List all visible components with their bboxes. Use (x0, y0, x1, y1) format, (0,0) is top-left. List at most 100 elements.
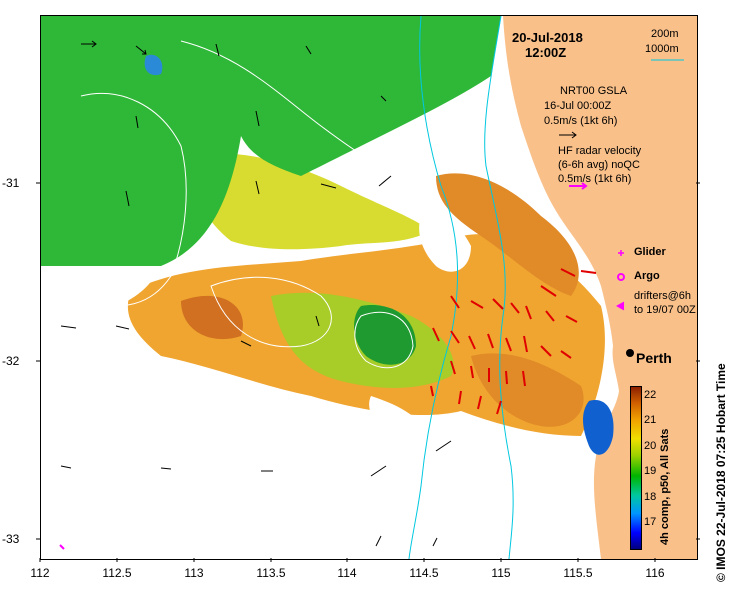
perth-marker (626, 349, 634, 357)
depth-legend-1000m: 1000m (645, 43, 679, 55)
radar-arrow (492, 298, 504, 310)
depth-legend-200m: 200m (651, 28, 679, 40)
x-tick-label: 115.5 (563, 566, 593, 580)
gsla-arrow (125, 190, 130, 207)
colorbar-tick: 19 (644, 465, 657, 477)
gsla-arrow (115, 325, 130, 330)
radar-arrows (430, 268, 597, 415)
radar-arrow (450, 330, 460, 344)
radar-arrow (432, 327, 440, 342)
sla-contour (354, 311, 414, 369)
sst-gap (41, 266, 161, 316)
radar-title: HF radar velocity (558, 145, 642, 157)
map-date: 20-Jul-2018 (512, 30, 583, 45)
radar-arrow (580, 270, 597, 274)
colorbar-caption: 4h comp, p50, All Sats (659, 428, 671, 545)
argo-label: Argo (634, 270, 660, 282)
sst-cool-region (354, 305, 416, 365)
x-tick-label: 115 (491, 566, 511, 580)
x-tick-label: 114.5 (409, 566, 439, 580)
radar-arrow (522, 370, 526, 387)
colorbar-tick: 22 (644, 389, 657, 401)
gsla-arrow (375, 535, 382, 547)
radar-arrow (505, 337, 512, 352)
sla-contour (80, 92, 187, 307)
drifter-track (59, 544, 65, 550)
map-time: 12:00Z (525, 45, 567, 60)
colorbar-tick: 17 (644, 516, 657, 528)
gsla-arrow (135, 115, 139, 129)
drifter-marker (615, 301, 625, 311)
drifters-label: drifters@6h (634, 290, 692, 302)
gsla-arrow (160, 467, 172, 470)
radar-arrow (560, 268, 576, 277)
gsla-scale: 0.5m/s (1kt 6h) (544, 115, 618, 127)
colorbar-tick: 20 (644, 440, 657, 452)
glider-label: Glider (634, 246, 666, 258)
radar-scale: 0.5m/s (1kt 6h) (558, 173, 632, 185)
radar-arrow (505, 370, 508, 385)
y-tick-label: -32 (2, 354, 20, 368)
x-tick-label: 116 (645, 566, 665, 580)
sst-gap (419, 213, 471, 272)
sst-warm-core (181, 295, 243, 340)
sst-warm-core (471, 353, 584, 427)
gsla-arrow (315, 315, 320, 327)
radar-arrow (468, 335, 476, 350)
radar-arrow (525, 305, 532, 320)
drifters-date-label: to 19/07 00Z (634, 304, 696, 316)
isobath-1000m (408, 16, 459, 559)
x-tick-label: 112 (30, 566, 50, 580)
sst-cool-spot (144, 54, 163, 76)
gsla-arrow (432, 537, 438, 547)
radar-arrow (560, 350, 572, 359)
gsla-arrow (60, 325, 77, 329)
radar-arrow (458, 390, 462, 405)
gsla-arrow (240, 340, 252, 347)
sst-mid-region (191, 153, 431, 250)
gsla-arrow (320, 183, 337, 189)
x-tick-label: 113.5 (256, 566, 286, 580)
radar-arrow (477, 395, 482, 410)
radar-arrow (540, 285, 557, 297)
radar-arrow (510, 302, 520, 314)
radar-arrow (470, 365, 474, 379)
sst-cool-region (41, 16, 501, 270)
gsla-arrow (135, 45, 147, 55)
sla-contour (180, 40, 432, 187)
x-tick-label: 112.5 (102, 566, 132, 580)
radar-subtitle: (6-6h avg) noQC (558, 159, 640, 171)
gsla-arrow (255, 180, 260, 195)
gsla-arrows (60, 40, 452, 547)
radar-arrow (450, 360, 456, 375)
sst-colorbar (630, 386, 642, 550)
radar-arrow (496, 400, 502, 415)
coast-cool-water (583, 400, 614, 455)
sst-gap (369, 396, 436, 451)
radar-arrow (470, 300, 484, 309)
gsla-arrow (435, 440, 452, 452)
radar-arrow (540, 345, 552, 357)
sst-map (41, 16, 697, 559)
isobath-200m (484, 16, 514, 559)
radar-arrow (487, 333, 494, 349)
city-label-perth: Perth (636, 350, 672, 366)
gsla-arrow (370, 465, 387, 477)
y-tick-label: -33 (2, 532, 20, 546)
sla-contour (210, 276, 332, 348)
gsla-arrow (378, 175, 392, 187)
colorbar-tick: 18 (644, 491, 657, 503)
radar-scale-arrow (569, 182, 588, 190)
imos-credit: © IMOS 22-Jul-2018 07:25 Hobart Time (714, 363, 728, 582)
sst-warm-core (436, 173, 579, 296)
map-panel[interactable] (40, 15, 698, 560)
argo-marker (617, 273, 625, 281)
gsla-date: 16-Jul 00:00Z (544, 100, 612, 112)
radar-arrow (545, 310, 555, 322)
gsla-arrow (81, 40, 97, 48)
radar-arrow (450, 295, 460, 309)
colorbar-tick: 21 (644, 414, 657, 426)
x-tick-label: 114 (337, 566, 357, 580)
x-tick-label: 113 (184, 566, 204, 580)
y-tick-label: -31 (2, 176, 20, 190)
